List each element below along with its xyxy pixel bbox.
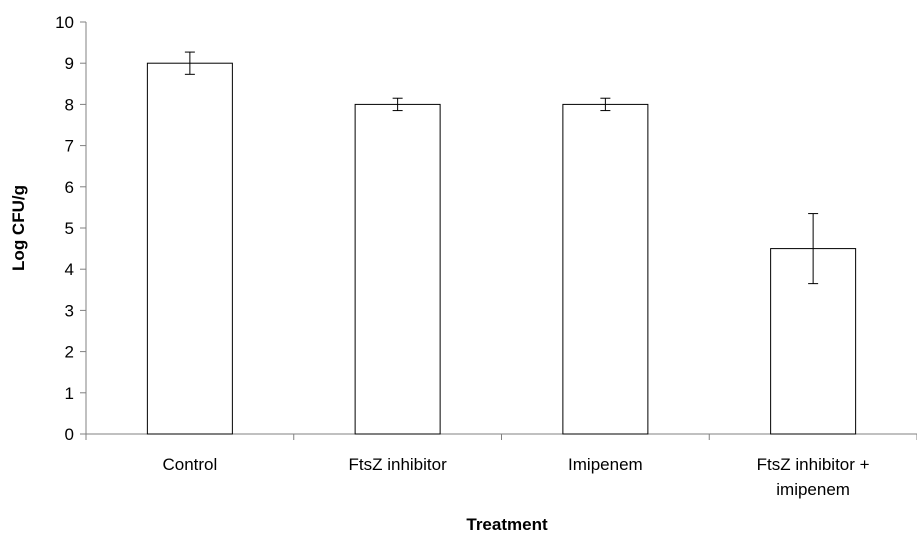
bar	[146, 62, 233, 435]
x-axis-title: Treatment	[466, 515, 548, 534]
x-category-label: Imipenem	[568, 455, 643, 474]
bar	[562, 103, 649, 435]
y-tick-label: 1	[65, 384, 74, 403]
y-tick-label: 5	[65, 219, 74, 238]
x-category-label: FtsZ inhibitor	[349, 455, 448, 474]
bar	[354, 103, 441, 435]
y-tick-label: 0	[65, 425, 74, 444]
y-tick-label: 8	[65, 95, 74, 114]
x-category-label: FtsZ inhibitor + imipenem	[757, 455, 870, 499]
y-tick-label: 7	[65, 137, 74, 156]
y-tick-label: 3	[65, 301, 74, 320]
y-tick-label: 10	[55, 13, 74, 32]
y-tick-label: 9	[65, 54, 74, 73]
y-tick-label: 4	[65, 260, 74, 279]
x-category-label: Control	[162, 455, 217, 474]
y-axis-title: Log CFU/g	[9, 185, 28, 271]
y-tick-label: 2	[65, 343, 74, 362]
y-tick-label: 6	[65, 178, 74, 197]
chart-bars	[146, 51, 857, 435]
chart-labels: 0 1 2 3 4 5 6 7 8 9 10 Control FtsZ inhibitor Imipene…	[55, 13, 870, 499]
